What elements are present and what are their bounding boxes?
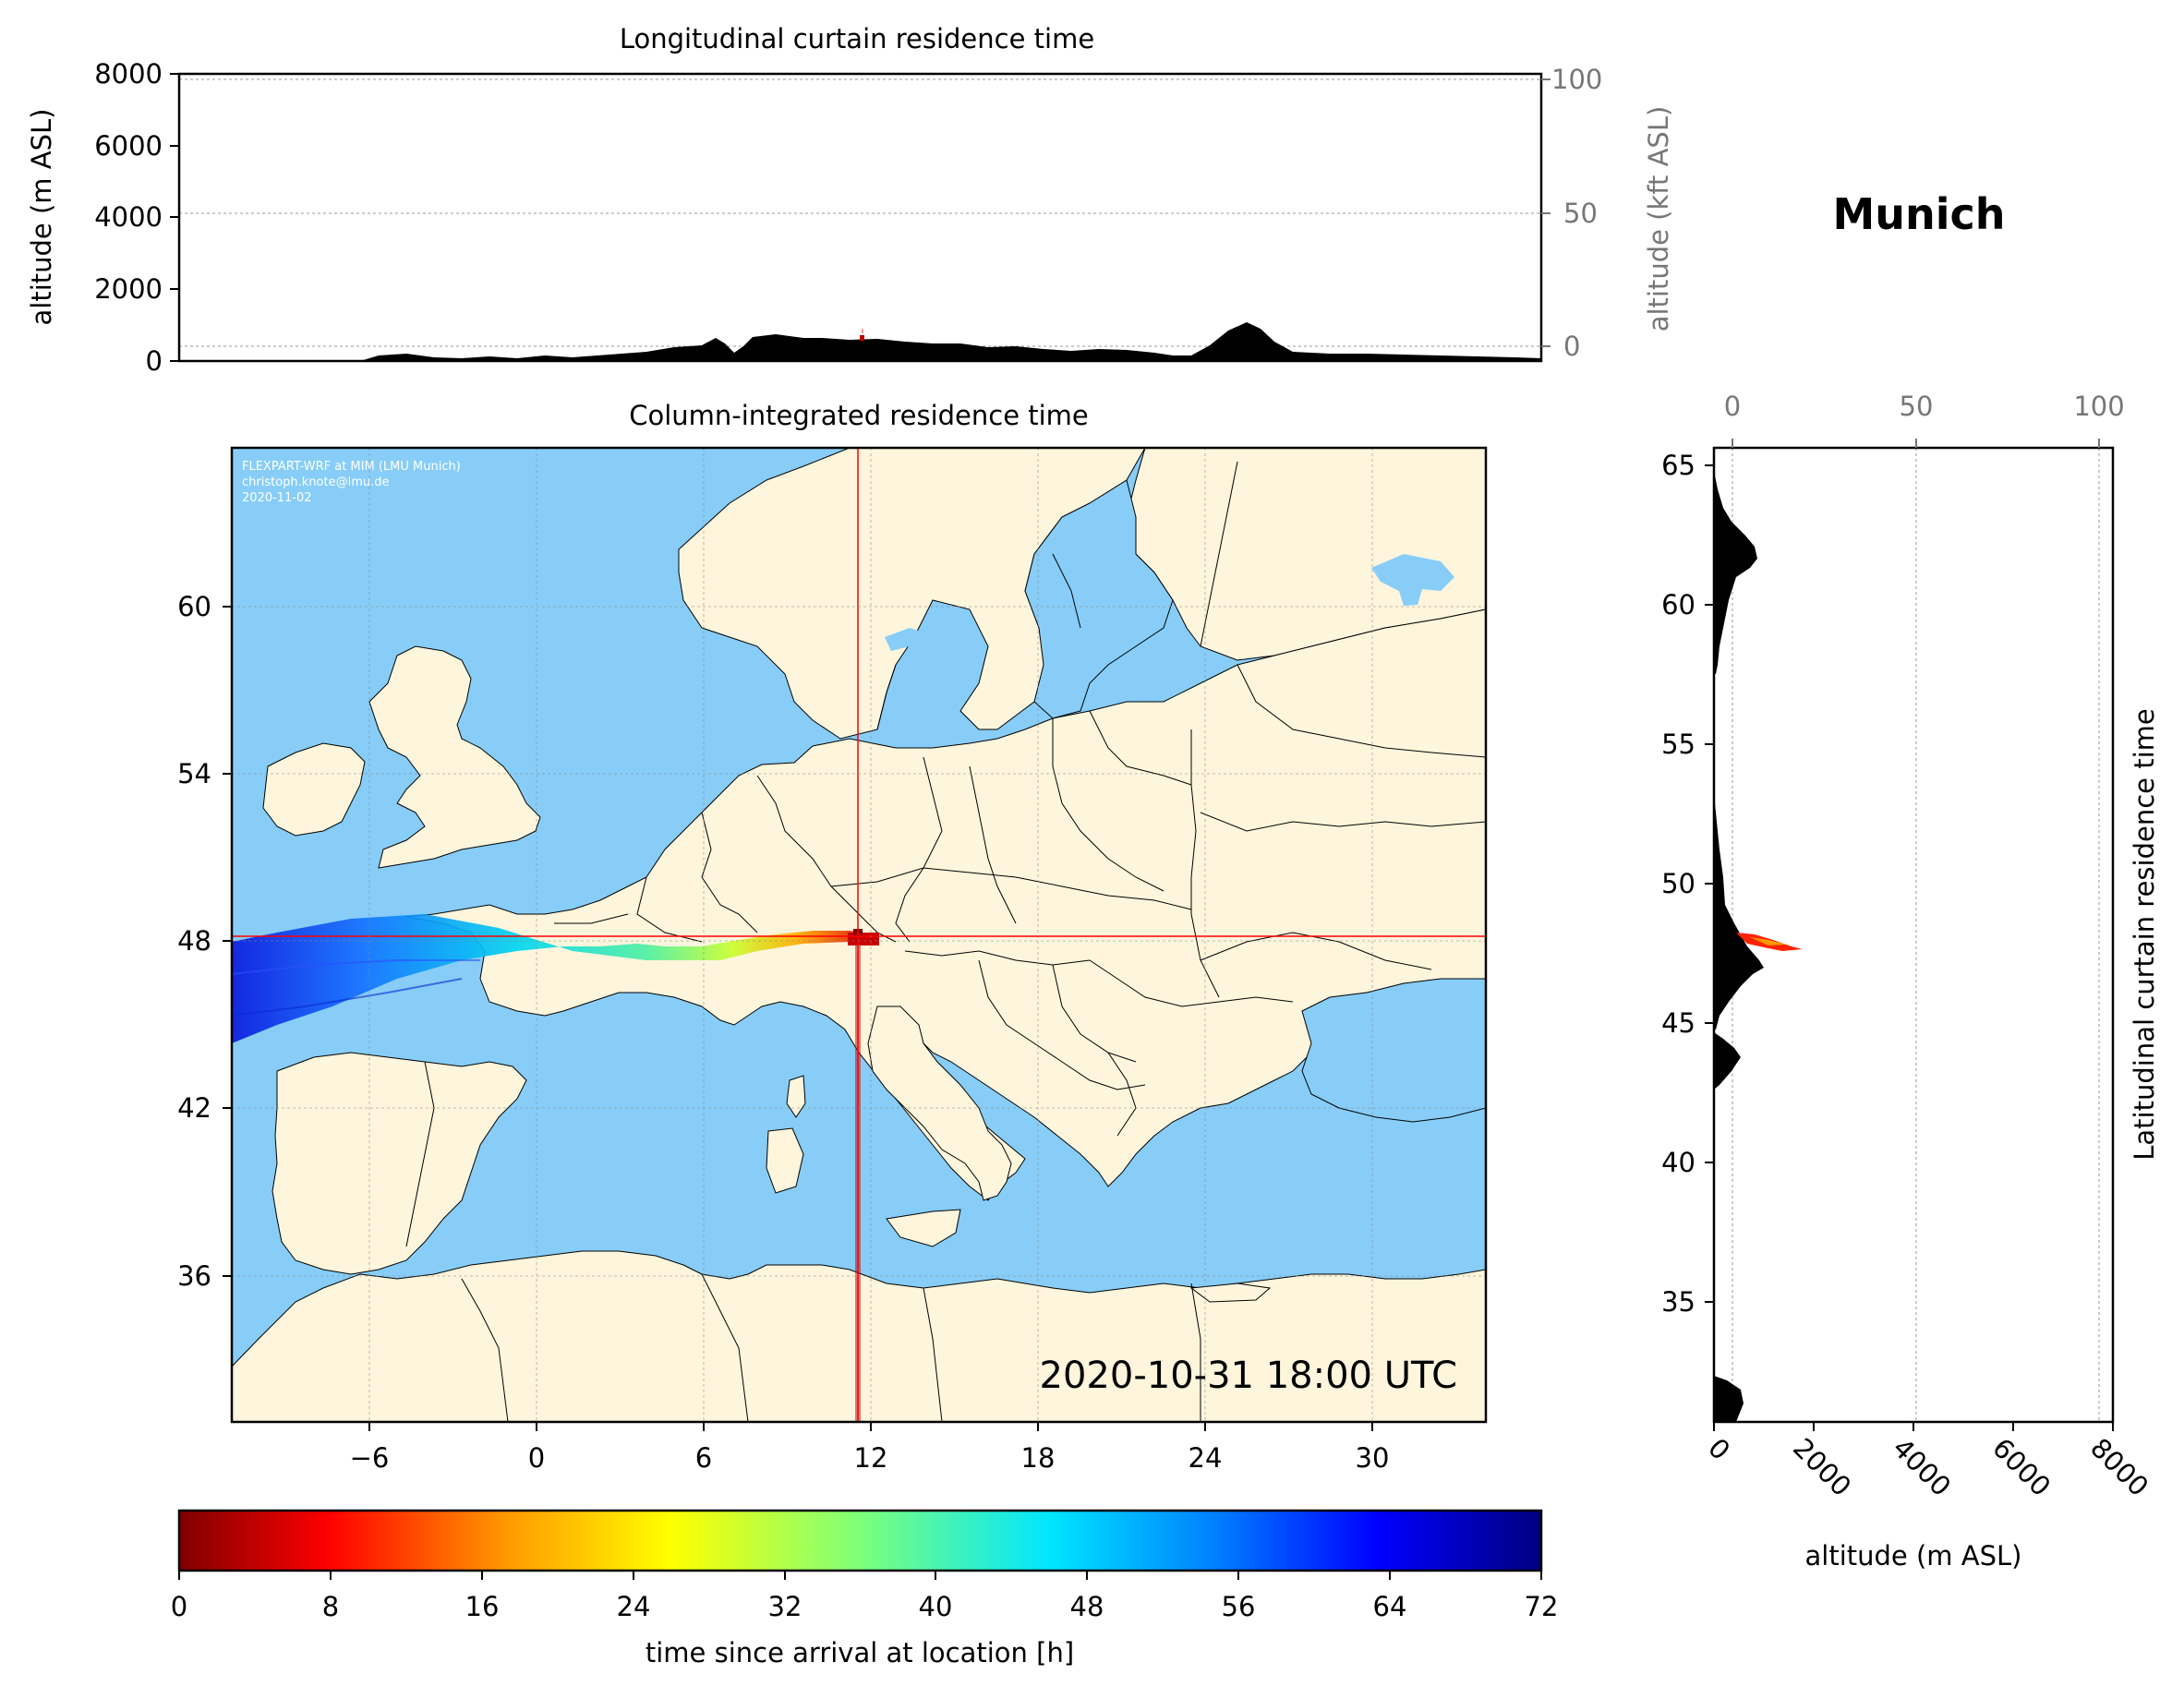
- right-top-tick-100: 100: [2073, 391, 2124, 422]
- lon-tick-0: 0: [528, 1442, 545, 1474]
- right-ylabel: Latitudinal curtain residence time: [2129, 708, 2160, 1161]
- land-sicily: [886, 1209, 961, 1247]
- map-timestamp: 2020-10-31 18:00 UTC: [1040, 1355, 1457, 1397]
- right-lat-tick-65: 65: [1661, 450, 1695, 481]
- lon-tick-6: 6: [695, 1442, 712, 1474]
- cbar-tick-48: 48: [1070, 1591, 1104, 1622]
- top-right-axis: 0 50 100: [1541, 64, 1602, 362]
- right-xlabel: altitude (m ASL): [1805, 1540, 2022, 1572]
- lon-tick-12: 12: [854, 1442, 888, 1474]
- right-lat-tick-55: 55: [1661, 729, 1695, 760]
- lon-tick-30: 30: [1356, 1442, 1390, 1474]
- right-bottom-tick-0: 0: [1702, 1432, 1736, 1466]
- cbar-tick-8: 8: [322, 1591, 339, 1622]
- land-scandinavia: [678, 448, 1146, 740]
- colorbar-label: time since arrival at location [h]: [646, 1637, 1074, 1668]
- credit-line-2: christoph.knote@lmu.de: [242, 476, 390, 489]
- right-lat-tick-45: 45: [1661, 1007, 1695, 1039]
- top-right-tick-50: 50: [1563, 198, 1598, 229]
- cbar-tick-0: 0: [171, 1591, 187, 1622]
- land-crete: [1189, 1283, 1272, 1303]
- graticule: [232, 448, 1486, 1422]
- curtain-residence-mark: [860, 335, 864, 341]
- lat-tick-42: 42: [177, 1092, 211, 1124]
- top-panel-title: Longitudinal curtain residence time: [620, 23, 1094, 54]
- residence-plume: [232, 914, 873, 1043]
- land-ireland: [262, 742, 366, 837]
- land-sardinia: [766, 1127, 804, 1194]
- cbar-tick-56: 56: [1222, 1591, 1256, 1622]
- top-right-tick-100: 100: [1551, 64, 1602, 95]
- top-panel: [177, 72, 1543, 363]
- right-top-tick-0: 0: [1724, 391, 1741, 422]
- colorbar: 0 8 16 24 32 40 48 56 64 72: [171, 1509, 1559, 1622]
- land-corsica: [786, 1075, 806, 1118]
- black-sea: [1301, 978, 1486, 1123]
- right-bottom-tick-2000: 2000: [1787, 1432, 1857, 1502]
- right-bottom-ticks: 0 2000 4000 6000 8000: [1702, 1422, 2154, 1502]
- right-panel: [1712, 446, 2115, 1424]
- cbar-tick-40: 40: [919, 1591, 953, 1622]
- baltic-sea: [1024, 479, 1174, 719]
- land-iberia: [271, 1052, 527, 1275]
- map-lon-ticks: −6 0 6 12 18 24 30: [350, 1422, 1390, 1474]
- top-right-ylabel: altitude (kft ASL): [1643, 106, 1674, 332]
- right-bottom-tick-6000: 6000: [1986, 1432, 2057, 1502]
- right-lat-ticks: 35 40 45 50 55 60 65: [1661, 450, 1714, 1318]
- top-left-tick-6000: 6000: [94, 130, 163, 162]
- top-left-tick-0: 0: [146, 345, 163, 377]
- cbar-tick-64: 64: [1373, 1591, 1407, 1622]
- top-left-ylabel: altitude (m ASL): [26, 109, 57, 326]
- right-bottom-tick-8000: 8000: [2084, 1432, 2154, 1502]
- land-europe: [405, 608, 1486, 1201]
- station-title: Munich: [1832, 189, 2005, 239]
- right-lat-tick-40: 40: [1661, 1147, 1695, 1178]
- lat-tick-54: 54: [177, 758, 211, 789]
- latitudinal-terrain: [1714, 471, 1764, 1422]
- credit-line-3: 2020-11-02: [242, 491, 312, 505]
- receptor-hotspot: [848, 933, 879, 945]
- map-panel: [232, 448, 1486, 1422]
- lat-tick-60: 60: [177, 591, 211, 622]
- cbar-tick-16: 16: [465, 1591, 500, 1622]
- top-right-tick-0: 0: [1563, 331, 1580, 362]
- land-italy: [867, 1006, 1012, 1201]
- cbar-tick-32: 32: [768, 1591, 802, 1622]
- lat-tick-48: 48: [177, 925, 211, 957]
- right-lat-tick-60: 60: [1661, 589, 1695, 620]
- land-great-britain: [368, 645, 541, 869]
- right-top-ticks: 0 50 100: [1724, 391, 2125, 448]
- lon-tick-18: 18: [1021, 1442, 1056, 1474]
- map-lat-ticks: 36 42 48 54 60: [177, 591, 232, 1292]
- top-left-tick-4000: 4000: [94, 201, 163, 233]
- lat-tick-36: 36: [177, 1260, 211, 1292]
- top-left-axis: 0 2000 4000 6000 8000: [94, 58, 179, 377]
- cbar-tick-72: 72: [1525, 1591, 1559, 1622]
- lon-tick-24: 24: [1189, 1442, 1223, 1474]
- top-left-tick-8000: 8000: [94, 58, 163, 90]
- right-top-tick-50: 50: [1900, 391, 1934, 422]
- credit-line-1: FLEXPART-WRF at MIM (LMU Munich): [242, 460, 461, 474]
- right-bottom-tick-4000: 4000: [1887, 1432, 1957, 1502]
- top-left-tick-2000: 2000: [94, 273, 163, 305]
- lon-tick-m6: −6: [350, 1442, 390, 1474]
- map-frame: [230, 446, 1488, 1424]
- cbar-tick-24: 24: [617, 1591, 651, 1622]
- map-title: Column-integrated residence time: [629, 400, 1089, 431]
- right-lat-tick-50: 50: [1661, 868, 1695, 899]
- country-borders: [405, 461, 1486, 1422]
- longitudinal-terrain: [179, 322, 1541, 361]
- right-lat-tick-35: 35: [1661, 1286, 1695, 1318]
